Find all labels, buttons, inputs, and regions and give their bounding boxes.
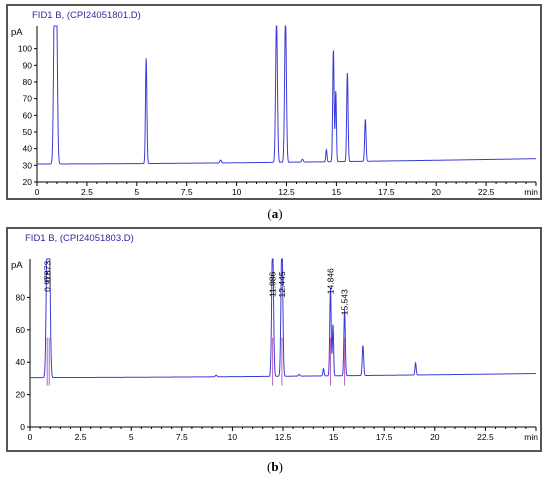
chart-a-ylabel: pA (11, 27, 23, 38)
chart-b-trace (30, 258, 536, 379)
chart-b-peak-label: 15.543 (340, 289, 350, 315)
chart-a-xtick-label: 22.5 (478, 187, 495, 197)
chart-b-ytick-label: 20 (16, 390, 26, 400)
chromatogram-b-plot: FID1 B, (CPI24051803.D) pA 0 20 40 60 80 0 2.5 5 7… (11, 233, 538, 442)
chart-a-ytick-label: 70 (23, 94, 33, 104)
chart-a-trace (37, 25, 536, 165)
chart-b-ylabel: pA (11, 260, 23, 271)
chart-a-ytick-label: 20 (23, 177, 33, 187)
chart-b-xtick-label: 17.5 (376, 432, 393, 442)
chart-b-ytick-label: 60 (16, 325, 26, 335)
chromatogram-panel-b: FID1 B, (CPI24051803.D) pA 0 20 40 60 80 0 2.5 5 7… (6, 227, 542, 452)
chart-b-xtick-label: 7.5 (176, 432, 188, 442)
chart-a-xtick-label: 5 (134, 187, 139, 197)
chart-a-ytick-label: 90 (23, 60, 33, 70)
chart-b-xtick-label: 2.5 (75, 432, 87, 442)
chart-b-ytick-label: 0 (20, 422, 25, 432)
chart-a-xtick-label: 7.5 (181, 187, 193, 197)
chart-a-xtick-label: 2.5 (81, 187, 93, 197)
chart-b-peak-label: 12.445 (277, 271, 287, 297)
caption-b: (b) (267, 459, 283, 474)
caption-b-letter: b (271, 459, 279, 474)
chart-a-ytick-label: 40 (23, 144, 33, 154)
chart-b-xtick-label: 5 (129, 432, 134, 442)
chart-b-xtick-label: 15 (329, 432, 339, 442)
chart-b-ytick-label: 40 (16, 357, 26, 367)
caption-a-letter: a (271, 206, 279, 221)
chromatogram-a-plot: FID1 B, (CPI24051801.D)pA203040506070809… (11, 10, 538, 197)
chart-a-xtick-label: 0 (35, 187, 40, 197)
chart-a-xtick-label: 12.5 (278, 187, 295, 197)
chart-a-ytick-label: 60 (23, 110, 33, 120)
chart-a-ytick-label: 80 (23, 77, 33, 87)
chart-a-xtick-label: 20 (431, 187, 441, 197)
chart-a-xtick-label: 10 (232, 187, 242, 197)
chart-b-xtick-label: 22.5 (477, 432, 494, 442)
chart-a-ytick-label: 50 (23, 127, 33, 137)
chart-b-xtick-label: 10 (228, 432, 238, 442)
chart-b-title: FID1 B, (CPI24051803.D) (25, 233, 134, 244)
caption-a: (a) (267, 206, 283, 221)
chart-a-ytick-label: 100 (18, 44, 32, 54)
chart-b-peak-label: 11.986 (268, 271, 278, 297)
chart-a-ytick-label: 30 (23, 160, 33, 170)
chart-b-xtick-label: 12.5 (275, 432, 292, 442)
chart-b-peak-label: 0.975 (43, 270, 53, 292)
chart-b-peak-label: 14.846 (325, 268, 335, 294)
chart-b-peak-label: 0.873 (43, 261, 53, 283)
chart-b-ytick-label: 80 (16, 292, 26, 302)
chart-a-title: FID1 B, (CPI24051801.D) (32, 10, 141, 21)
chart-b-xlabel: min (524, 432, 538, 442)
chart-b-xtick-label: 0 (28, 432, 33, 442)
chart-b-xtick-label: 20 (430, 432, 440, 442)
chart-a-xtick-label: 15 (332, 187, 342, 197)
chart-a-xtick-label: 17.5 (378, 187, 395, 197)
chart-a-xlabel: min (524, 187, 538, 197)
chromatogram-panel-a: FID1 B, (CPI24051801.D) pA 20 30 40 50 60 70 80 9… (6, 4, 542, 200)
